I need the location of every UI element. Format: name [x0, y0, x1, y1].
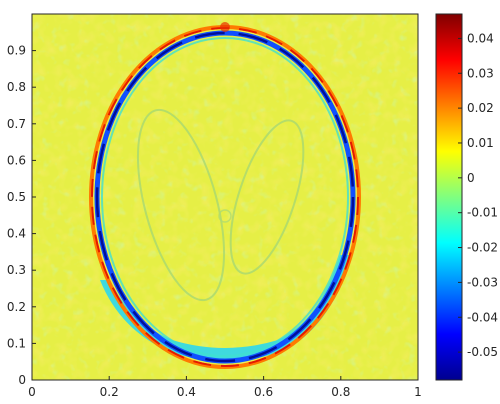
colorbar-tick-label: -0.05 [467, 345, 498, 359]
x-tick-label: 0.2 [100, 385, 119, 399]
top-red-spot [220, 22, 230, 32]
lower-cyan-band [100, 255, 352, 361]
y-tick-label: 0 [18, 373, 26, 387]
x-tick-label: 0 [28, 385, 36, 399]
colorbar-tick-label: 0.04 [467, 31, 494, 45]
center-spot [218, 209, 232, 223]
x-tick-label: 0.6 [254, 385, 273, 399]
y-tick-label: 0.3 [7, 263, 26, 277]
y-tick-label: 0.5 [7, 190, 26, 204]
colorbar-tick-label: 0.01 [467, 136, 494, 150]
x-tick-label: 0.8 [331, 385, 350, 399]
y-ticks: 0 0.1 0.2 0.3 0.4 0.5 0.6 0.7 0.8 0.9 [7, 44, 36, 387]
colorbar-tick-label: -0.03 [467, 275, 498, 289]
y-tick-label: 0.4 [7, 227, 26, 241]
colorbar-tick-label: -0.01 [467, 206, 498, 220]
colorbar-ticks: 0.04 0.03 0.02 0.01 0 -0.01 -0.02 -0.03 -0.04 -0.… [458, 31, 498, 359]
y-tick-label: 0.1 [7, 336, 26, 350]
inner-cyan-edge [101, 37, 349, 357]
y-tick-label: 0.7 [7, 117, 26, 131]
colorbar-tick-label: 0.03 [467, 66, 494, 80]
y-tick-label: 0.6 [7, 153, 26, 167]
plot-area [32, 14, 418, 380]
y-tick-label: 0.9 [7, 44, 26, 58]
x-tick-label: 0.4 [177, 385, 196, 399]
colorbar-tick-label: -0.02 [467, 241, 498, 255]
inner-dark-band [95, 31, 355, 363]
left-interior-ellipse [136, 108, 226, 302]
colorbar-tick-label: 0.02 [467, 101, 494, 115]
x-tick-label: 1 [414, 385, 422, 399]
colorbar [435, 13, 463, 381]
right-interior-ellipse [229, 119, 305, 275]
x-ticks: 0 0.2 0.4 0.6 0.8 1 [28, 376, 422, 399]
colorbar-tick-label: 0 [467, 171, 475, 185]
y-tick-label: 0.2 [7, 300, 26, 314]
colorbar-tick-label: -0.04 [467, 310, 498, 324]
y-tick-label: 0.8 [7, 80, 26, 94]
